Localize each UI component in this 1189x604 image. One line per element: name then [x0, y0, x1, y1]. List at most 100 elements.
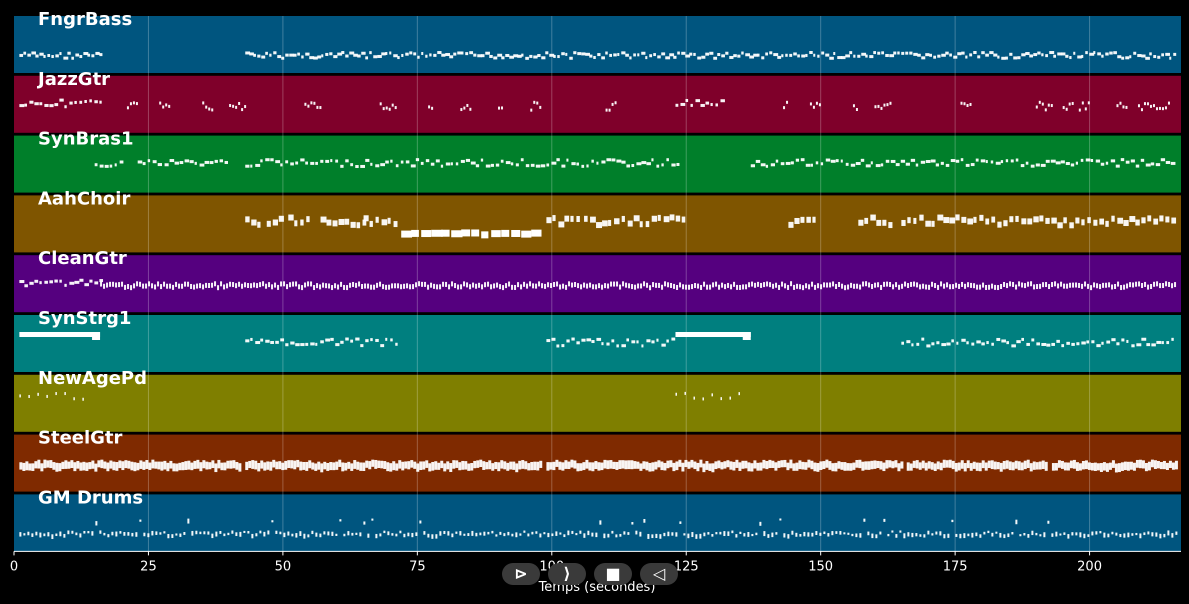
note-mark [723, 461, 727, 469]
note-mark [369, 51, 372, 55]
note-mark [823, 282, 826, 288]
note-mark [943, 283, 946, 289]
note-mark [537, 54, 541, 58]
note-mark [511, 533, 514, 537]
note-mark [220, 462, 224, 471]
note-mark [400, 284, 403, 290]
note-mark [920, 160, 926, 164]
note-mark [800, 158, 805, 162]
note-mark [87, 53, 91, 57]
note-mark [936, 461, 940, 470]
note-mark [1147, 215, 1152, 222]
note-mark [1055, 531, 1058, 537]
note-mark [765, 164, 769, 168]
note-mark [497, 462, 501, 472]
note-mark [1123, 461, 1127, 471]
note-mark [335, 533, 338, 536]
stop-button[interactable]: ■ [594, 563, 632, 585]
note-mark [781, 281, 784, 287]
note-mark [83, 530, 86, 534]
note-mark [529, 54, 533, 58]
note-mark [547, 532, 550, 538]
note-mark [64, 283, 67, 287]
note-mark [1047, 103, 1050, 107]
note-mark [187, 460, 191, 470]
note-mark [281, 462, 285, 471]
note-mark [990, 160, 994, 164]
note-mark [527, 463, 531, 471]
back-button[interactable]: ◁ [640, 563, 678, 585]
note-mark [1111, 284, 1114, 290]
note-mark [925, 53, 930, 57]
note-mark [118, 282, 121, 288]
note-mark [584, 215, 588, 222]
note-mark [208, 462, 212, 470]
note-mark [64, 392, 66, 396]
note-mark [882, 219, 887, 226]
note-mark [217, 285, 220, 291]
note-mark [889, 101, 892, 105]
note-mark [863, 518, 866, 522]
note-mark [969, 102, 972, 106]
note-mark [301, 55, 304, 59]
rewind-button[interactable]: ⊳ [502, 563, 540, 585]
note-group [901, 337, 1174, 348]
note-mark [747, 532, 750, 537]
note-mark [651, 215, 658, 222]
note-mark [591, 462, 595, 472]
note-mark [1107, 533, 1110, 538]
note-mark [383, 530, 386, 534]
note-mark [1099, 531, 1102, 534]
note-mark [500, 159, 504, 163]
note-mark [1073, 51, 1076, 55]
note-mark [1061, 52, 1066, 56]
note-mark [387, 217, 391, 224]
note-mark [459, 531, 462, 536]
note-mark [621, 344, 626, 348]
note-mark [931, 220, 935, 227]
note-mark [577, 283, 580, 289]
note-mark [1087, 101, 1090, 105]
note-mark [469, 284, 472, 290]
note-mark [765, 52, 768, 56]
note-mark [543, 532, 546, 535]
note-mark [1045, 54, 1048, 58]
note-mark [923, 534, 926, 538]
note-mark [320, 463, 324, 473]
note-mark [915, 163, 919, 167]
note-mark [43, 533, 46, 537]
note-mark [899, 530, 902, 533]
note-mark [1081, 283, 1084, 289]
note-mark [691, 284, 694, 290]
note-mark [960, 158, 964, 162]
note-mark [376, 282, 379, 288]
note-mark [54, 103, 59, 107]
note-mark [119, 160, 124, 164]
note-mark [417, 55, 420, 59]
note-mark [564, 460, 568, 469]
note-mark [589, 54, 593, 58]
note-group [675, 98, 725, 107]
note-mark [1153, 460, 1157, 469]
note-mark [166, 283, 169, 289]
note-mark [603, 533, 606, 539]
note-group [245, 51, 1177, 60]
note-mark [299, 531, 302, 537]
track-band [14, 315, 1181, 372]
note-mark [287, 460, 291, 469]
note-mark [906, 462, 910, 471]
note-mark [985, 160, 988, 164]
note-mark [525, 56, 529, 60]
note-mark [179, 533, 182, 537]
note-mark [671, 532, 674, 536]
play-button[interactable]: ⟩ [548, 563, 586, 585]
note-mark [690, 459, 694, 468]
note-mark [135, 532, 138, 537]
note-mark [725, 51, 729, 55]
note-mark [501, 56, 505, 60]
note-mark [55, 462, 59, 472]
note-mark [394, 106, 397, 110]
note-mark [275, 160, 281, 164]
note-mark [945, 460, 949, 468]
note-mark [786, 462, 790, 471]
